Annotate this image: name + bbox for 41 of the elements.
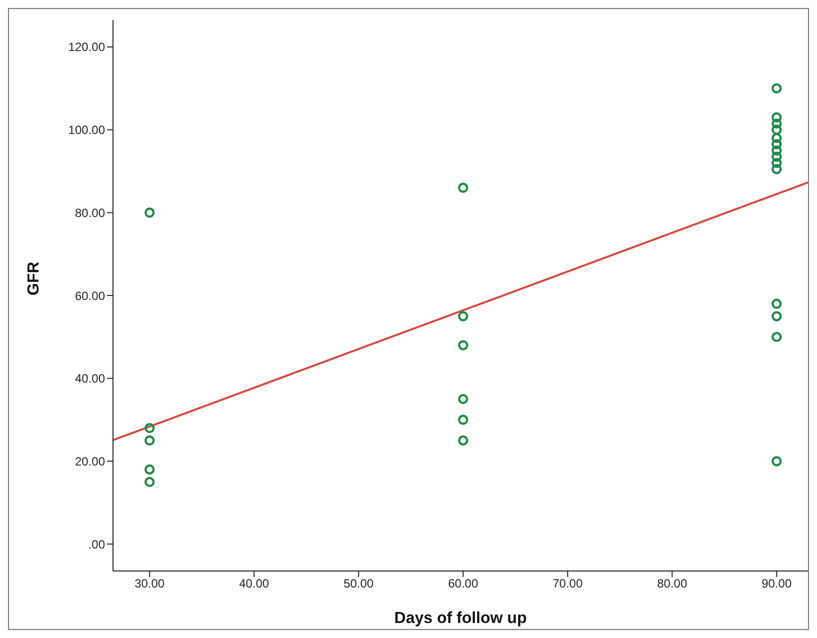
point bbox=[144, 464, 155, 475]
y-tick-label: 80.00 bbox=[74, 206, 106, 220]
point bbox=[772, 112, 782, 122]
y-axis-title: GFR bbox=[26, 261, 43, 296]
point bbox=[144, 435, 155, 446]
point bbox=[458, 311, 468, 322]
y-tick-label: 100.00 bbox=[68, 123, 106, 138]
y-tick-label: .00 bbox=[88, 537, 106, 552]
point bbox=[772, 298, 782, 309]
point bbox=[772, 124, 782, 135]
point bbox=[458, 340, 468, 350]
x-tick-label: 50.00 bbox=[344, 576, 374, 591]
y-tick-label: 20.00 bbox=[74, 454, 106, 468]
point bbox=[458, 414, 468, 425]
x-tick-label: 40.00 bbox=[239, 576, 270, 591]
point bbox=[772, 311, 782, 322]
point bbox=[772, 145, 782, 156]
point bbox=[772, 139, 782, 150]
point bbox=[144, 208, 155, 218]
point bbox=[772, 132, 782, 144]
point bbox=[458, 394, 468, 404]
point bbox=[772, 158, 782, 168]
x-tick-label: 60.00 bbox=[448, 576, 478, 591]
point bbox=[458, 182, 468, 193]
point bbox=[772, 118, 782, 129]
point bbox=[144, 422, 155, 434]
point bbox=[458, 435, 468, 446]
point bbox=[772, 456, 782, 466]
point bbox=[144, 476, 155, 488]
y-tick-label: 40.00 bbox=[74, 372, 106, 386]
y-tick-label: 120.00 bbox=[68, 40, 106, 54]
x-tick-label: 90.00 bbox=[762, 576, 792, 591]
point bbox=[772, 152, 782, 162]
y-tick-label: 60.00 bbox=[74, 288, 106, 303]
point bbox=[772, 164, 782, 174]
x-tick-label: 30.00 bbox=[134, 576, 165, 591]
x-tick-label: 70.00 bbox=[552, 576, 583, 591]
point bbox=[772, 332, 782, 342]
point bbox=[772, 83, 782, 94]
x-axis-title: Days of follow up bbox=[394, 610, 527, 627]
x-tick-label: 80.00 bbox=[657, 576, 688, 591]
